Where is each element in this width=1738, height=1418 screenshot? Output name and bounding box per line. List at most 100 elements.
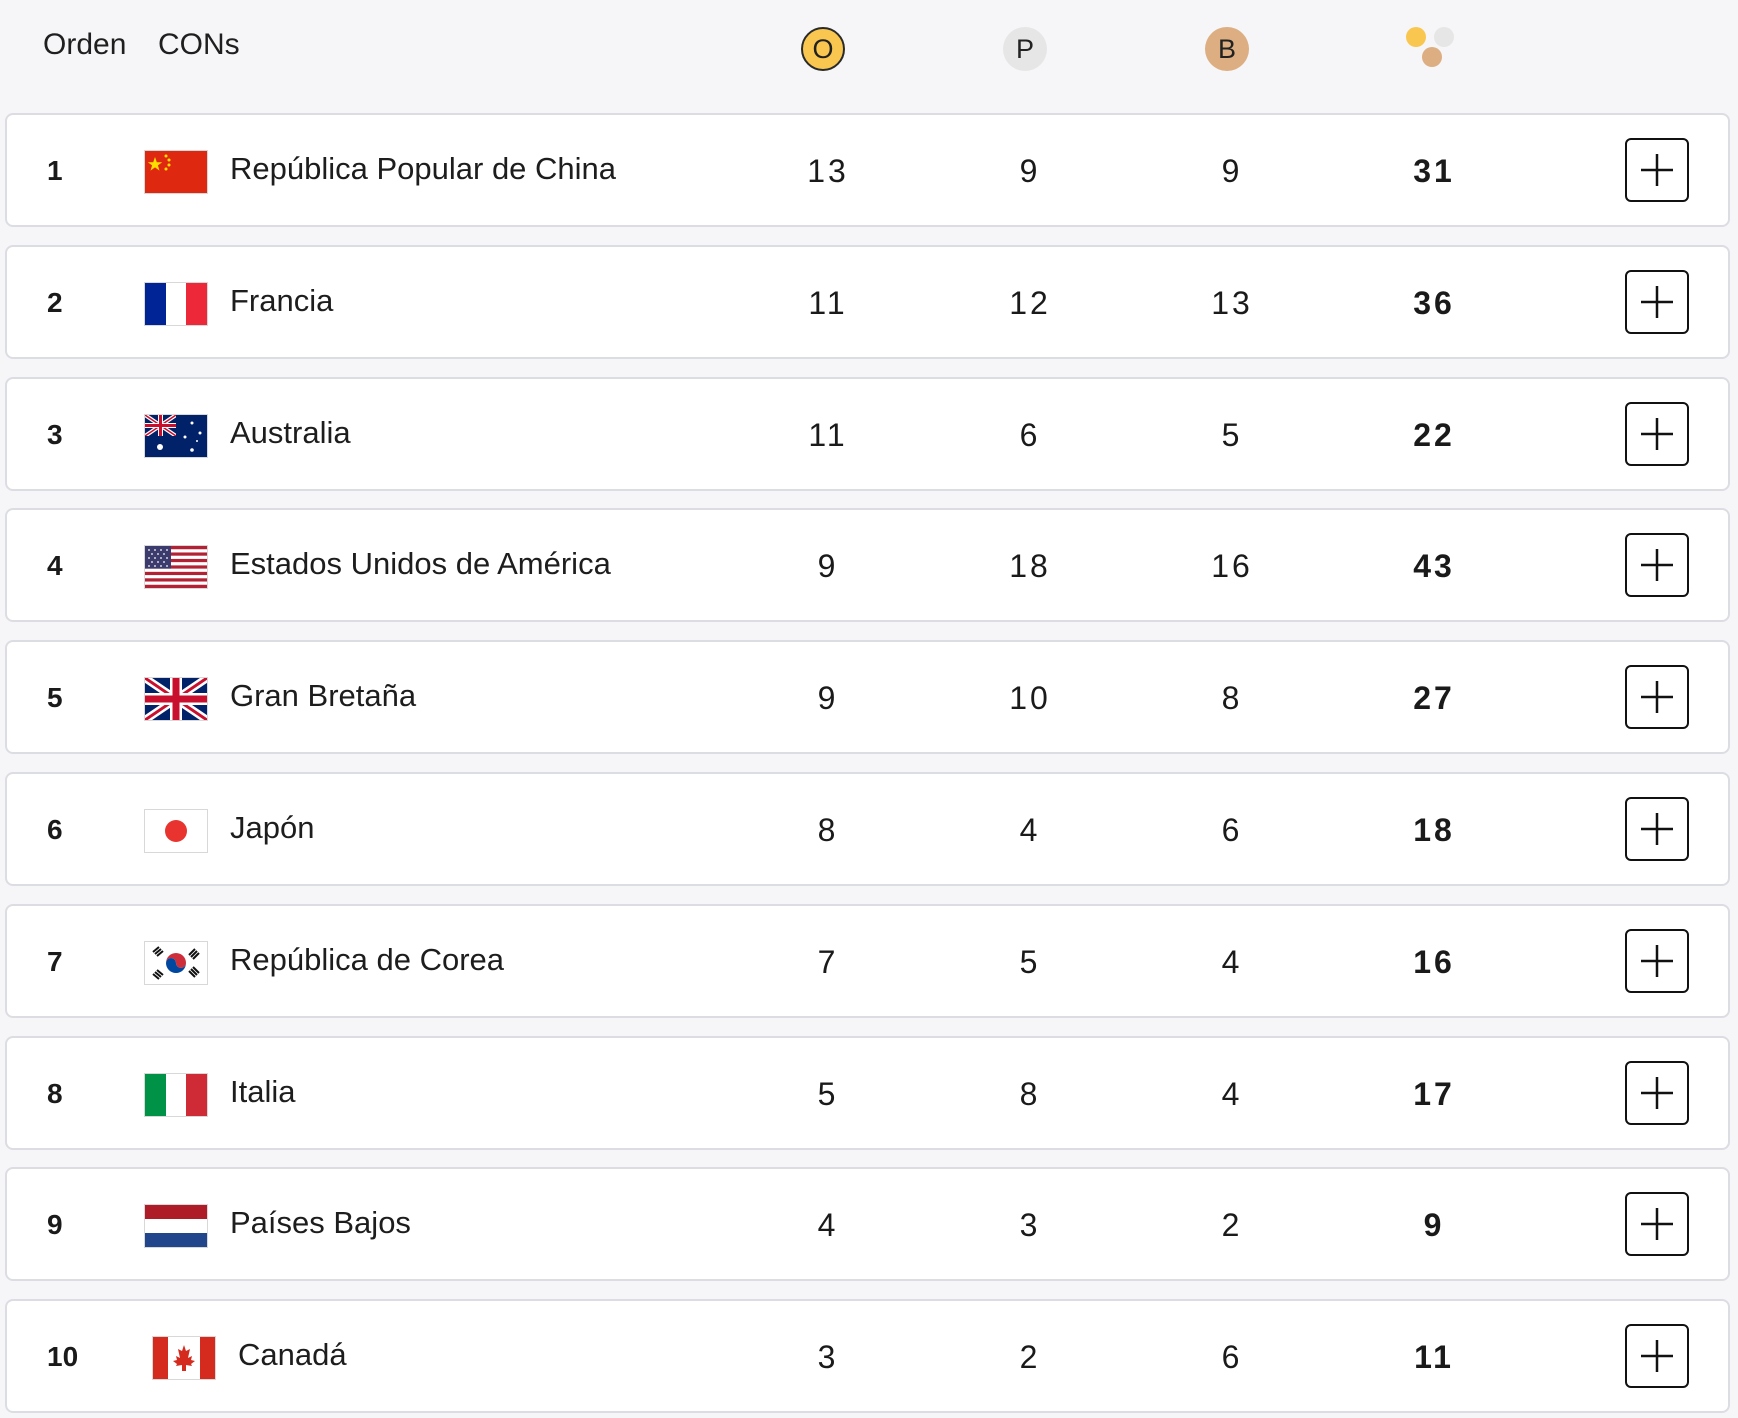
japan-flag-icon	[145, 810, 207, 852]
rank-cell: 1	[47, 155, 63, 186]
bronze-column-header[interactable]: B	[1205, 27, 1249, 71]
bronze-count: 6	[1221, 812, 1243, 848]
bronze-count: 9	[1221, 153, 1243, 189]
gold-count: 9	[817, 548, 839, 584]
table-row[interactable]: 10 Canadá 3 2 6 11	[5, 1299, 1730, 1413]
silver-count: 4	[1019, 812, 1041, 848]
silver-count: 8	[1019, 1076, 1041, 1112]
total-count: 11	[1414, 1339, 1454, 1375]
rank-cell: 7	[47, 946, 63, 977]
silver-count: 10	[1009, 680, 1051, 716]
gold-count: 13	[807, 153, 849, 189]
country-name[interactable]: Gran Bretaña	[230, 678, 417, 713]
silver-count: 2	[1019, 1339, 1041, 1375]
total-count: 22	[1413, 417, 1455, 453]
country-name[interactable]: Australia	[230, 415, 351, 450]
expand-row-button[interactable]	[1625, 270, 1689, 334]
plus-icon	[1641, 681, 1673, 713]
gold-column-header[interactable]: O	[801, 27, 845, 71]
gold-count: 7	[817, 944, 839, 980]
plus-icon	[1641, 813, 1673, 845]
gold-count: 4	[817, 1207, 839, 1243]
table-row[interactable]: 7 República de Corea 7 5 4 16	[5, 904, 1730, 1018]
expand-row-button[interactable]	[1625, 797, 1689, 861]
rank-cell: 2	[47, 287, 63, 318]
silver-count: 6	[1019, 417, 1041, 453]
rank-cell: 3	[47, 419, 63, 450]
netherlands-flag-icon	[145, 1205, 207, 1247]
plus-icon	[1641, 1340, 1673, 1372]
rank-cell: 6	[47, 814, 63, 845]
country-name[interactable]: República de Corea	[230, 942, 505, 977]
rank-cell: 8	[47, 1078, 63, 1109]
silver-count: 5	[1019, 944, 1041, 980]
silver-count: 12	[1009, 285, 1051, 321]
rank-cell: 9	[47, 1209, 63, 1240]
rank-column-header[interactable]: Orden	[43, 28, 127, 61]
total-count: 36	[1413, 285, 1455, 321]
medals-total-icon[interactable]	[1406, 27, 1458, 73]
total-count: 17	[1413, 1076, 1455, 1112]
total-count: 27	[1413, 680, 1455, 716]
bronze-count: 4	[1221, 1076, 1243, 1112]
total-count: 18	[1413, 812, 1455, 848]
china-flag-icon	[145, 151, 207, 193]
country-name[interactable]: Estados Unidos de América	[230, 546, 611, 581]
expand-row-button[interactable]	[1625, 1324, 1689, 1388]
bronze-count: 8	[1221, 680, 1243, 716]
total-count: 31	[1413, 153, 1455, 189]
country-name[interactable]: Canadá	[238, 1337, 347, 1372]
expand-row-button[interactable]	[1625, 138, 1689, 202]
expand-row-button[interactable]	[1625, 665, 1689, 729]
bronze-count: 5	[1221, 417, 1243, 453]
total-count: 43	[1413, 548, 1455, 584]
table-row[interactable]: 4 Estados Unidos de América 9 18 16 43	[5, 508, 1730, 622]
rank-cell: 10	[47, 1341, 79, 1372]
gold-count: 8	[817, 812, 839, 848]
table-row[interactable]: 1 República Popular de China 13 9 9 31	[5, 113, 1730, 227]
country-name[interactable]: Países Bajos	[230, 1205, 411, 1240]
country-name[interactable]: Japón	[230, 810, 315, 845]
gold-count: 11	[808, 417, 848, 453]
australia-flag-icon	[145, 415, 207, 457]
bronze-count: 13	[1211, 285, 1253, 321]
great-britain-flag-icon	[145, 678, 207, 720]
plus-icon	[1641, 549, 1673, 581]
table-row[interactable]: 3 Australia 11 6 5 22	[5, 377, 1730, 491]
italy-flag-icon	[145, 1074, 207, 1116]
gold-count: 5	[817, 1076, 839, 1112]
table-row[interactable]: 9 Países Bajos 4 3 2 9	[5, 1167, 1730, 1281]
table-row[interactable]: 6 Japón 8 4 6 18	[5, 772, 1730, 886]
silver-count: 3	[1019, 1207, 1041, 1243]
bronze-count: 2	[1221, 1207, 1243, 1243]
country-name[interactable]: Francia	[230, 283, 334, 318]
expand-row-button[interactable]	[1625, 929, 1689, 993]
table-row[interactable]: 5 Gran Bretaña 9 10 8 27	[5, 640, 1730, 754]
plus-icon	[1641, 154, 1673, 186]
plus-icon	[1641, 286, 1673, 318]
silver-column-header[interactable]: P	[1003, 27, 1047, 71]
canada-flag-icon	[153, 1337, 215, 1379]
gold-count: 11	[808, 285, 848, 321]
noc-column-header[interactable]: CONs	[158, 28, 240, 61]
silver-count: 18	[1009, 548, 1051, 584]
expand-row-button[interactable]	[1625, 402, 1689, 466]
total-count: 16	[1413, 944, 1455, 980]
bronze-count: 4	[1221, 944, 1243, 980]
plus-icon	[1641, 945, 1673, 977]
korea-flag-icon	[145, 942, 207, 984]
country-name[interactable]: Italia	[230, 1074, 296, 1109]
bronze-count: 6	[1221, 1339, 1243, 1375]
gold-count: 3	[817, 1339, 839, 1375]
usa-flag-icon	[145, 546, 207, 588]
rank-cell: 4	[47, 550, 63, 581]
rank-cell: 5	[47, 682, 63, 713]
bronze-count: 16	[1211, 548, 1253, 584]
plus-icon	[1641, 1208, 1673, 1240]
table-row[interactable]: 8 Italia 5 8 4 17	[5, 1036, 1730, 1150]
expand-row-button[interactable]	[1625, 1192, 1689, 1256]
table-row[interactable]: 2 Francia 11 12 13 36	[5, 245, 1730, 359]
expand-row-button[interactable]	[1625, 533, 1689, 597]
country-name[interactable]: República Popular de China	[230, 151, 617, 186]
expand-row-button[interactable]	[1625, 1061, 1689, 1125]
